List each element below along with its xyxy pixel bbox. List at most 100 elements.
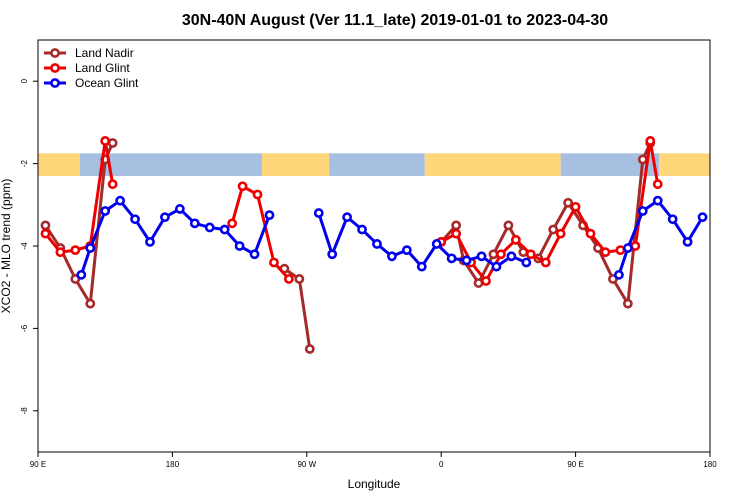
point-land-glint-1-1 <box>237 181 248 192</box>
point-land-glint-0-2 <box>70 245 81 256</box>
point-land-nadir-2-5 <box>503 220 514 231</box>
point-ocean-glint-1-5 <box>387 251 397 262</box>
x-tick-label-4: 90 E <box>567 460 583 469</box>
legend-label-ocean-glint: Ocean Glint <box>75 76 139 90</box>
point-ocean-glint-1-2 <box>342 212 353 223</box>
x-tick-label-5: 180 <box>703 460 717 469</box>
point-land-nadir-0-5 <box>107 138 118 148</box>
point-land-nadir-2-14 <box>637 154 648 165</box>
y-tick-label-2: -4 <box>20 242 29 250</box>
band-land-4 <box>424 153 561 176</box>
point-ocean-glint-1-3 <box>357 224 367 235</box>
series-line-land-glint-1 <box>230 184 290 280</box>
point-ocean-glint-0-13 <box>264 210 275 220</box>
point-land-glint-2-6 <box>525 249 536 260</box>
land-ocean-band <box>38 153 710 176</box>
point-land-nadir-0-3 <box>85 298 96 309</box>
point-ocean-glint-1-4 <box>372 239 382 249</box>
band-ocean-3 <box>329 153 425 176</box>
series-layer <box>40 136 708 354</box>
point-ocean-glint-2-3 <box>652 195 663 206</box>
point-ocean-glint-1-1 <box>327 249 338 260</box>
series-line-land-nadir-2 <box>440 142 652 306</box>
band-ocean-5 <box>560 153 660 176</box>
point-land-glint-2-3 <box>481 276 491 286</box>
x-tick-label-2: 90 W <box>297 460 316 469</box>
point-land-glint-0-0 <box>40 228 51 239</box>
point-land-glint-0-4 <box>100 136 111 146</box>
point-ocean-glint-1-7 <box>416 261 427 272</box>
point-land-nadir-2-13 <box>622 298 633 309</box>
point-land-glint-2-10 <box>585 228 596 239</box>
y-tick-label-0: 0 <box>20 78 29 83</box>
band-land-6 <box>659 153 710 176</box>
point-ocean-glint-2-1 <box>622 243 633 253</box>
point-ocean-glint-0-5 <box>145 236 155 247</box>
point-land-nadir-2-4 <box>488 249 499 260</box>
band-land-0 <box>38 153 80 176</box>
point-ocean-glint-1-8 <box>431 239 442 249</box>
point-land-nadir-1-1 <box>294 274 305 284</box>
band-ocean-1 <box>79 153 263 176</box>
x-tick-label-0: 90 E <box>30 460 46 469</box>
legend-marker-ocean-glint <box>50 78 60 88</box>
y-tick-label-4: -8 <box>20 407 29 415</box>
point-ocean-glint-0-2 <box>100 206 111 216</box>
point-ocean-glint-0-1 <box>85 243 96 253</box>
point-ocean-glint-1-11 <box>476 251 487 262</box>
point-ocean-glint-2-0 <box>614 269 624 280</box>
point-ocean-glint-0-7 <box>174 204 185 214</box>
point-ocean-glint-0-4 <box>130 214 140 225</box>
point-land-glint-2-5 <box>510 234 521 245</box>
point-land-glint-1-4 <box>283 274 294 284</box>
x-tick-label-1: 180 <box>166 460 180 469</box>
point-ocean-glint-0-0 <box>76 269 87 280</box>
point-land-glint-1-3 <box>269 257 279 268</box>
legend-label-land-glint: Land Glint <box>75 61 130 75</box>
point-ocean-glint-2-5 <box>682 236 693 247</box>
point-ocean-glint-2-6 <box>697 212 708 223</box>
y-axis-label: XCO2 - MLO trend (ppm) <box>0 179 13 314</box>
point-land-glint-0-5 <box>107 179 118 190</box>
point-land-nadir-2-1 <box>451 220 462 231</box>
legend-label-land-nadir: Land Nadir <box>75 46 134 60</box>
point-ocean-glint-0-9 <box>204 222 215 233</box>
point-land-glint-2-11 <box>600 247 611 258</box>
point-land-glint-2-14 <box>645 136 656 146</box>
legend-marker-land-nadir <box>50 48 60 58</box>
point-land-glint-1-2 <box>252 189 263 200</box>
point-land-glint-2-1 <box>451 228 462 239</box>
point-ocean-glint-1-0 <box>313 208 324 218</box>
point-land-glint-2-13 <box>630 241 641 251</box>
y-tick-label-1: -2 <box>20 159 29 167</box>
point-land-glint-2-9 <box>570 201 581 212</box>
x-axis: 90 E 180 90 W 0 90 E 180 <box>30 452 717 469</box>
point-ocean-glint-2-4 <box>667 214 678 225</box>
point-land-nadir-2-9 <box>563 197 574 208</box>
point-land-glint-2-8 <box>555 228 566 239</box>
point-ocean-glint-1-12 <box>491 261 502 272</box>
point-ocean-glint-0-12 <box>249 249 260 260</box>
point-ocean-glint-0-6 <box>160 212 170 223</box>
band-land-2 <box>262 153 330 176</box>
point-ocean-glint-0-8 <box>189 218 200 229</box>
point-ocean-glint-0-10 <box>219 224 230 235</box>
point-ocean-glint-1-9 <box>446 253 457 264</box>
x-axis-label: Longitude <box>348 477 401 491</box>
point-land-glint-1-0 <box>227 218 238 229</box>
x-tick-label-3: 0 <box>439 460 444 469</box>
point-ocean-glint-1-10 <box>461 255 472 266</box>
point-land-glint-0-1 <box>55 247 66 258</box>
point-ocean-glint-1-14 <box>521 257 532 268</box>
point-land-glint-2-15 <box>652 179 663 190</box>
point-land-nadir-1-2 <box>304 344 315 354</box>
legend-marker-land-glint <box>50 63 60 73</box>
point-ocean-glint-1-13 <box>506 251 517 262</box>
point-land-glint-2-12 <box>615 245 626 256</box>
point-ocean-glint-0-11 <box>234 241 245 251</box>
point-land-nadir-2-3 <box>473 278 484 288</box>
point-ocean-glint-0-3 <box>115 195 126 206</box>
chart-title: 30N-40N August (Ver 11.1_late) 2019-01-0… <box>182 12 608 29</box>
